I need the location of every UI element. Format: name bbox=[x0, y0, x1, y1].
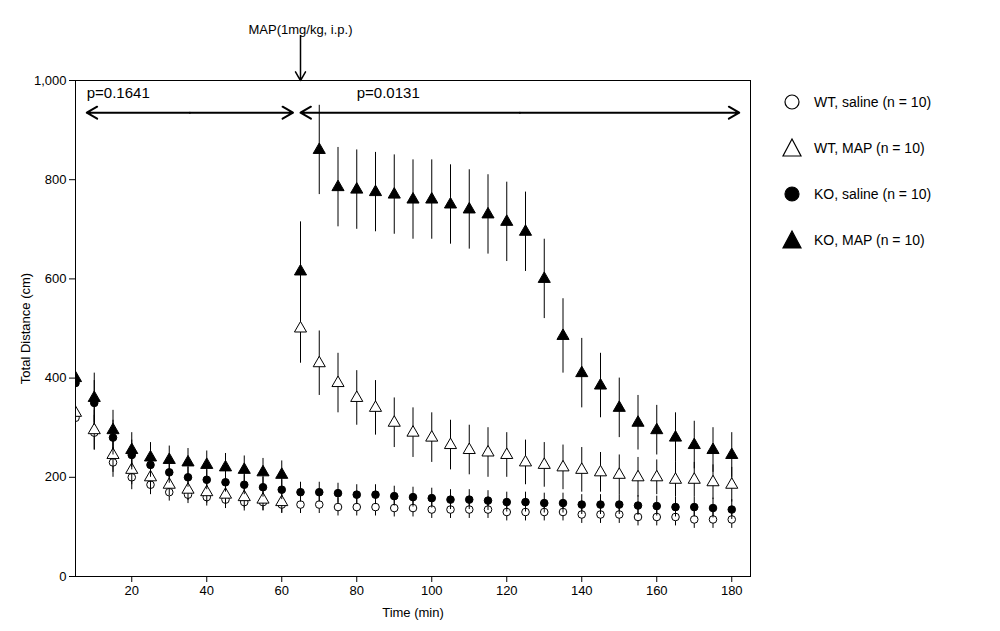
svg-text:100: 100 bbox=[421, 583, 443, 598]
svg-text:0: 0 bbox=[59, 569, 66, 584]
html-text:KO, saline (n = 10): KO, saline (n = 10) bbox=[814, 186, 932, 202]
svg-text:p=0.1641: p=0.1641 bbox=[87, 84, 150, 101]
svg-text:400: 400 bbox=[45, 370, 67, 385]
html-text:KO, MAP (n = 10): KO, MAP (n = 10) bbox=[814, 232, 925, 248]
svg-text:60: 60 bbox=[275, 583, 289, 598]
html-text:WT, MAP (n = 10): WT, MAP (n = 10) bbox=[814, 140, 925, 156]
svg-text:MAP(1mg/kg, i.p.): MAP(1mg/kg, i.p.) bbox=[248, 22, 352, 37]
svg-text:40: 40 bbox=[200, 583, 214, 598]
svg-text:Time (min): Time (min) bbox=[382, 605, 444, 620]
svg-text:800: 800 bbox=[45, 172, 67, 187]
html-text:WT, saline (n = 10): WT, saline (n = 10) bbox=[814, 94, 932, 110]
svg-text:200: 200 bbox=[45, 469, 67, 484]
svg-text:80: 80 bbox=[350, 583, 364, 598]
svg-text:1,000: 1,000 bbox=[34, 73, 67, 88]
svg-text:p=0.0131: p=0.0131 bbox=[357, 84, 420, 101]
svg-text:180: 180 bbox=[721, 583, 743, 598]
svg-text:Total Distance (cm): Total Distance (cm) bbox=[18, 273, 33, 384]
svg-text:140: 140 bbox=[571, 583, 593, 598]
svg-text:600: 600 bbox=[45, 271, 67, 286]
svg-text:20: 20 bbox=[125, 583, 139, 598]
svg-text:120: 120 bbox=[496, 583, 518, 598]
svg-text:160: 160 bbox=[646, 583, 668, 598]
